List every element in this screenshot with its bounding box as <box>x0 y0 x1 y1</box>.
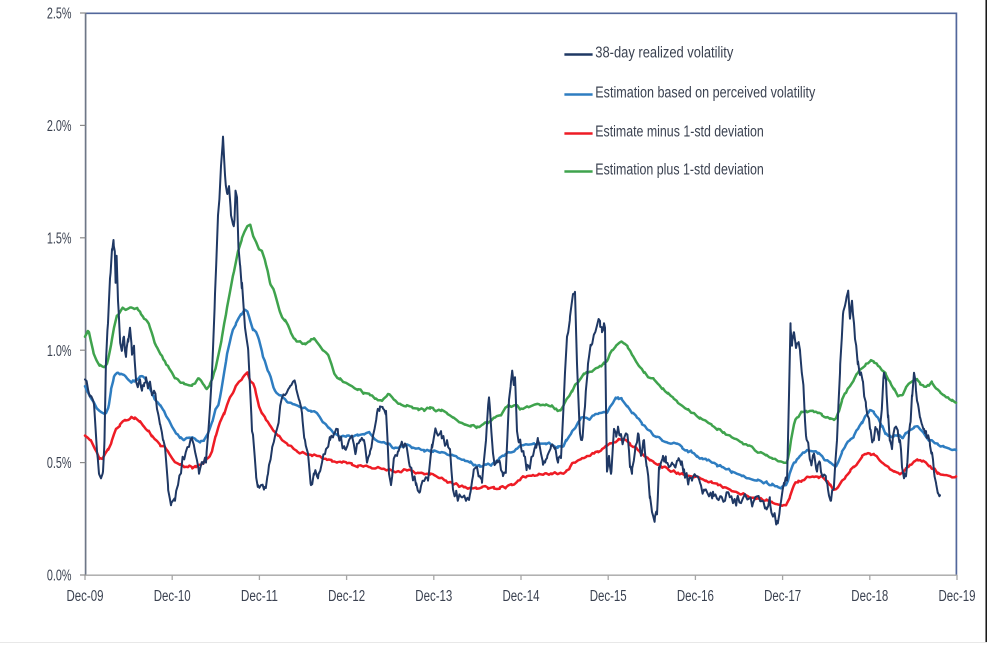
svg-text:Estimate minus 1-std deviation: Estimate minus 1-std deviation <box>595 124 764 141</box>
svg-text:0.0%: 0.0% <box>47 568 72 585</box>
svg-text:Dec-10: Dec-10 <box>154 588 191 605</box>
svg-text:Dec-11: Dec-11 <box>241 588 278 605</box>
svg-text:2.0%: 2.0% <box>47 118 72 135</box>
svg-text:Estimation based on perceived: Estimation based on perceived volatility <box>595 85 815 102</box>
svg-text:38-day realized volatility: 38-day realized volatility <box>595 45 733 62</box>
svg-text:Dec-12: Dec-12 <box>328 588 365 605</box>
svg-text:0.5%: 0.5% <box>47 455 72 472</box>
svg-text:Dec-14: Dec-14 <box>503 588 540 605</box>
svg-text:Dec-19: Dec-19 <box>939 588 976 605</box>
svg-text:Dec-17: Dec-17 <box>764 588 801 605</box>
svg-text:Dec-18: Dec-18 <box>851 588 888 605</box>
svg-text:Estimation plus 1-std deviatio: Estimation plus 1-std deviation <box>595 162 764 179</box>
svg-text:1.5%: 1.5% <box>47 230 72 247</box>
svg-text:Dec-16: Dec-16 <box>677 588 714 605</box>
svg-text:Dec-15: Dec-15 <box>590 588 627 605</box>
svg-text:Dec-13: Dec-13 <box>415 588 452 605</box>
svg-text:2.5%: 2.5% <box>47 6 72 23</box>
svg-text:Dec-09: Dec-09 <box>67 588 104 605</box>
svg-text:1.0%: 1.0% <box>47 343 72 360</box>
